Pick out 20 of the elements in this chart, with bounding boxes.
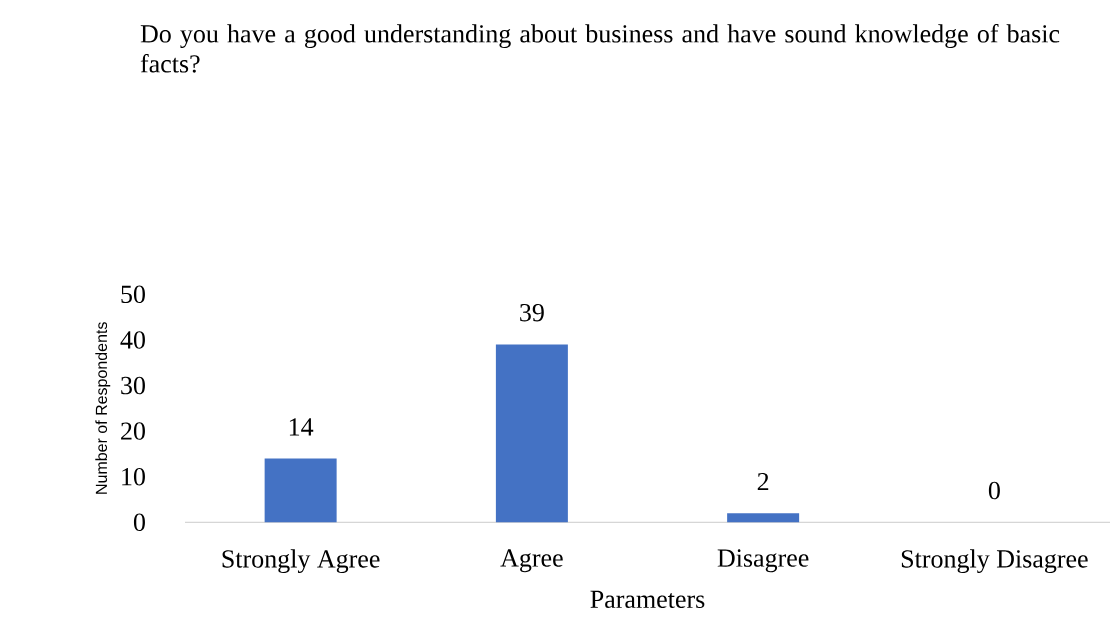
x-tick-label: Agree [500, 549, 563, 573]
x-tick-label: Strongly Agree [222, 549, 380, 574]
data-label: 2 [757, 472, 769, 491]
y-tick-label: 30 [121, 376, 145, 395]
data-label: 0 [988, 481, 1000, 500]
chart-title: Do you have a good understanding about business and have sound knowledge of basic facts? [140, 24, 1060, 73]
y-tick-label: 0 [133, 513, 145, 532]
data-label: 14 [289, 418, 314, 436]
x-tick-label: Disagree [717, 549, 809, 573]
x-axis-title: Parameters [590, 590, 705, 609]
y-tick-label: 40 [120, 331, 145, 349]
y-tick-label: 20 [121, 422, 145, 440]
x-tick-label: Strongly Disagree [901, 549, 1088, 574]
bar [264, 458, 337, 523]
y-tick-label: 50 [121, 285, 145, 304]
data-label: 39 [520, 303, 544, 322]
y-tick-label: 10 [122, 467, 145, 486]
bar [727, 513, 800, 523]
bar [495, 344, 568, 523]
y-axis-title: Number of Respondents [95, 322, 111, 494]
